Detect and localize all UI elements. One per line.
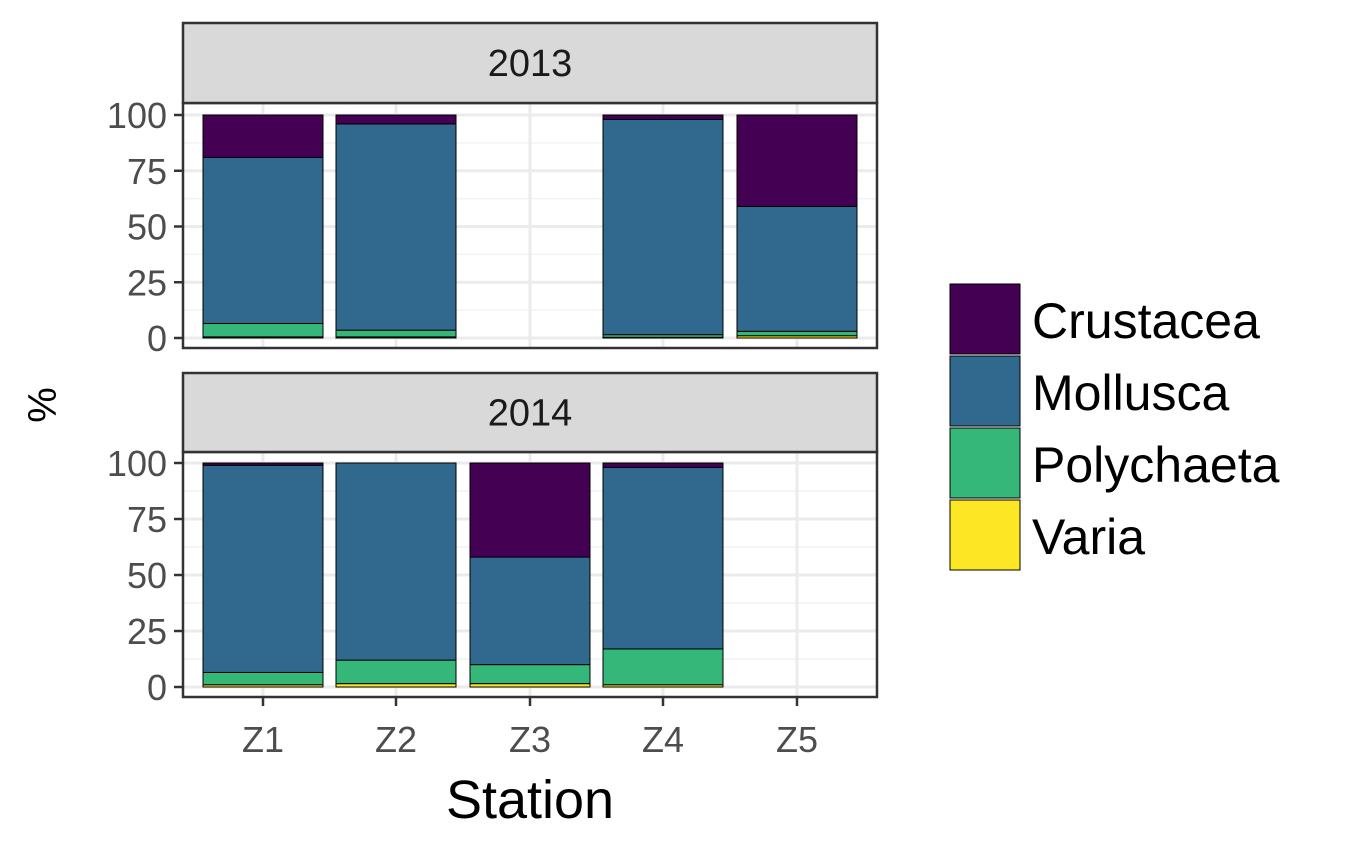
bar-2014-Z4-mollusca [602,466,724,650]
bar-2014-Z4-polychaeta [602,648,724,686]
legend-label-mollusca: Mollusca [1032,365,1229,421]
bar-2013-Z4-crustacea [602,114,724,120]
y-tick-label: 50 [127,555,167,596]
bar-2013-Z2-crustacea [335,114,457,125]
bar-2014-Z2-mollusca [335,462,457,661]
bar-2013-Z1-mollusca [202,156,324,325]
legend-key-varia [949,499,1021,571]
legend-label-varia: Varia [1032,509,1145,565]
bar-2014-Z3-polychaeta [469,664,591,685]
y-tick-label: 75 [127,151,167,192]
bar-2013-Z5-crustacea [736,114,858,207]
y-tick-label: 0 [147,667,167,708]
legend-label-crustacea: Crustacea [1032,293,1260,349]
legend-key-mollusca [949,355,1021,427]
x-tick-label: Z3 [509,719,551,760]
y-tick-label: 100 [107,443,167,484]
bar-2013-Z1-crustacea [202,114,324,158]
facet-strip [181,371,879,454]
y-tick-label: 50 [127,207,167,248]
facet-strip-label: 2013 [488,43,573,85]
facet-panel-2013: 2013 0 25 50 75 100 [107,21,879,359]
x-axis-title: Station [446,770,614,830]
bar-2014-Z4-crustacea [602,462,724,468]
y-tick-label: 75 [127,499,167,540]
bar-2014-Z1-crustacea [202,462,324,466]
bar-2013-Z2-polychaeta [335,329,457,338]
bar-2013-Z2-mollusca [335,123,457,331]
legend-key-polychaeta [949,427,1021,499]
y-axis-title: % [21,387,65,423]
legend-key-crustacea [949,283,1021,355]
bar-2013-Z5-polychaeta [736,330,858,337]
bar-2014-Z1-polychaeta [202,671,324,686]
legend: Crustacea Mollusca Polychaeta Varia [949,283,1280,571]
facet-strip [181,21,879,105]
bar-2013-Z1-polychaeta [202,323,324,338]
legend-label-polychaeta: Polychaeta [1032,437,1280,493]
bar-2014-Z2-varia [335,683,457,688]
bar-2014-Z3-crustacea [469,462,591,558]
bar-2014-Z2-polychaeta [335,659,457,685]
bar-2014-Z3-mollusca [469,556,591,666]
x-tick-label: Z1 [242,719,284,760]
x-tick-label: Z2 [375,719,417,760]
bar-2013-Z4-mollusca [602,118,724,336]
x-tick-label: Z4 [642,719,684,760]
facet-panel-2014: 2014 0 25 50 75 100 [107,371,879,708]
bar-2014-Z3-varia [469,683,591,688]
bar-2014-Z1-mollusca [202,464,324,673]
y-tick-label: 25 [127,262,167,303]
y-tick-label: 0 [147,318,167,359]
x-tick-label: Z5 [776,719,818,760]
facet-strip-label: 2014 [488,393,573,435]
y-tick-label: 25 [127,611,167,652]
bar-2013-Z5-mollusca [736,205,858,332]
y-tick-label: 100 [107,95,167,136]
